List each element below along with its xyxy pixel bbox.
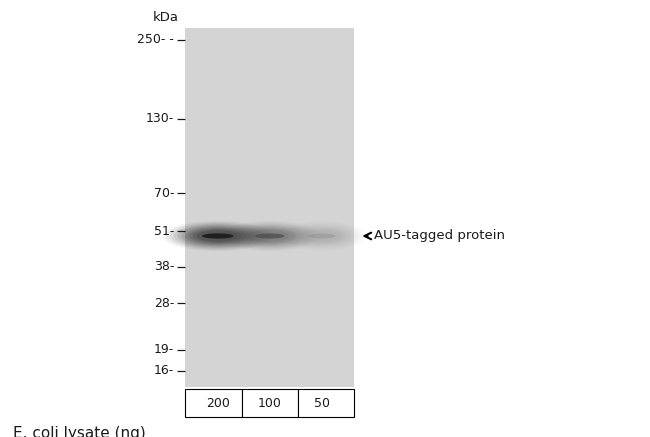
- Text: 28-: 28-: [154, 297, 174, 310]
- Text: kDa: kDa: [153, 11, 179, 24]
- Ellipse shape: [294, 227, 349, 245]
- Text: 19-: 19-: [154, 343, 174, 357]
- Text: E. coli lysate (ng): E. coli lysate (ng): [13, 426, 146, 437]
- Ellipse shape: [193, 229, 242, 243]
- Ellipse shape: [291, 226, 352, 246]
- Text: 70-: 70-: [153, 187, 174, 200]
- Ellipse shape: [226, 223, 314, 249]
- Ellipse shape: [255, 233, 285, 239]
- Ellipse shape: [243, 228, 296, 244]
- Text: 50: 50: [314, 397, 330, 409]
- Ellipse shape: [181, 226, 254, 246]
- Ellipse shape: [298, 228, 346, 244]
- Text: AU5-tagged protein: AU5-tagged protein: [374, 229, 505, 243]
- Ellipse shape: [189, 228, 246, 244]
- Text: 38-: 38-: [154, 260, 174, 273]
- Text: 200: 200: [206, 397, 229, 409]
- Ellipse shape: [308, 233, 335, 239]
- Ellipse shape: [166, 222, 269, 250]
- Ellipse shape: [202, 233, 233, 239]
- Ellipse shape: [177, 225, 258, 247]
- Ellipse shape: [196, 230, 239, 242]
- Ellipse shape: [185, 227, 250, 245]
- Ellipse shape: [304, 230, 339, 242]
- Ellipse shape: [236, 226, 304, 246]
- Text: 51-: 51-: [154, 225, 174, 238]
- Text: 16-: 16-: [154, 364, 174, 377]
- Ellipse shape: [229, 224, 310, 248]
- Bar: [298, 389, 354, 417]
- Ellipse shape: [174, 224, 262, 248]
- Ellipse shape: [301, 229, 343, 243]
- Ellipse shape: [233, 225, 307, 247]
- Bar: [185, 389, 242, 417]
- Text: 130-: 130-: [146, 112, 174, 125]
- Text: 100: 100: [258, 397, 281, 409]
- Bar: [242, 389, 298, 417]
- Ellipse shape: [170, 223, 265, 249]
- Ellipse shape: [240, 227, 300, 245]
- Ellipse shape: [250, 230, 289, 242]
- Ellipse shape: [247, 229, 292, 243]
- Text: 250- -: 250- -: [137, 33, 174, 46]
